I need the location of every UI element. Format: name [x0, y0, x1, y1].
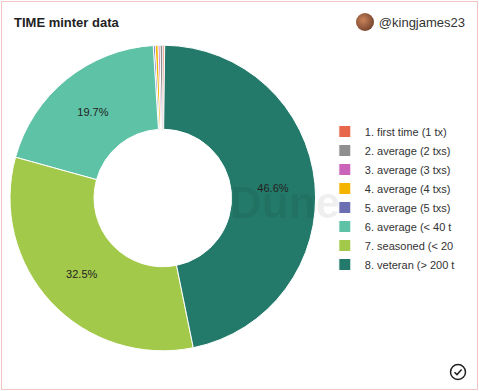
- svg-text:19.7%: 19.7%: [77, 106, 108, 118]
- svg-text:6. average (< 40 t: 6. average (< 40 t: [365, 221, 452, 233]
- svg-text:1. first time (1 tx): 1. first time (1 tx): [365, 126, 447, 138]
- svg-text:2. average (2 txs): 2. average (2 txs): [365, 145, 451, 157]
- svg-text:8. veteran (> 200 t: 8. veteran (> 200 t: [365, 259, 455, 271]
- svg-text:4. average (4 txs): 4. average (4 txs): [365, 183, 451, 195]
- svg-text:7. seasoned (< 20: 7. seasoned (< 20: [365, 240, 453, 252]
- svg-text:3. average (3 txs): 3. average (3 txs): [365, 164, 451, 176]
- svg-text:46.6%: 46.6%: [257, 182, 288, 194]
- svg-text:32.5%: 32.5%: [66, 268, 97, 280]
- svg-text:5. average (5 txs): 5. average (5 txs): [365, 202, 451, 214]
